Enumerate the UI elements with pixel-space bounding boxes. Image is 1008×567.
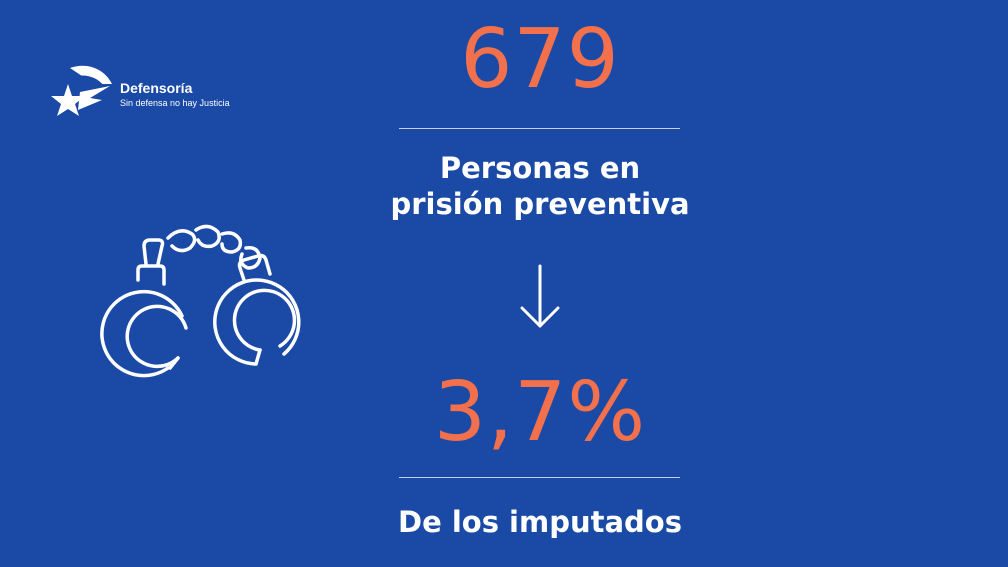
accused-label: De los imputados xyxy=(398,505,682,539)
detained-label-line-1: Personas en xyxy=(439,151,641,185)
statistics-panel: 679 Personas en prisión preventiva 3,7% … xyxy=(360,0,720,567)
brand-name: Defensoría xyxy=(120,80,193,96)
detained-count: 679 xyxy=(460,12,620,107)
detained-label-line-2: prisión preventiva xyxy=(390,186,690,221)
brand-logo: Defensoría Sin defensa no hay Justicia xyxy=(50,60,230,120)
accused-percentage: 3,7% xyxy=(433,365,647,460)
handcuffs-icon xyxy=(100,224,301,378)
arrow-down-icon xyxy=(520,264,560,328)
divider-bottom xyxy=(399,477,680,478)
detained-label: Personas en prisión preventiva xyxy=(360,151,720,223)
defensoria-star-logo-icon xyxy=(51,65,112,116)
brand-tagline: Sin defensa no hay Justicia xyxy=(120,98,230,108)
divider-top xyxy=(399,128,680,129)
